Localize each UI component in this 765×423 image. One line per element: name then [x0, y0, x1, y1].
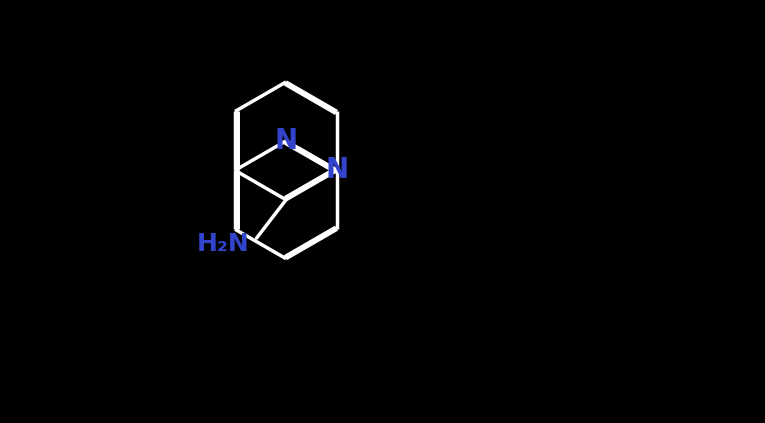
- Text: N: N: [325, 157, 349, 184]
- Text: N: N: [275, 127, 298, 155]
- Text: H₂N: H₂N: [197, 232, 249, 256]
